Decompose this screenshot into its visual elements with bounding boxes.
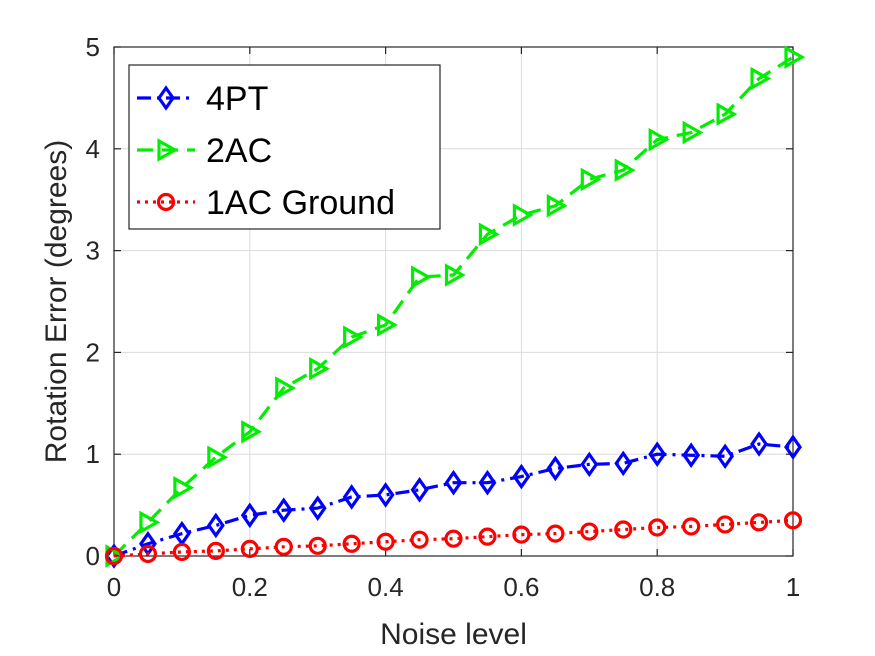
data-point [478, 222, 500, 247]
legend-marker [157, 85, 175, 111]
y-tick-label: 0 [86, 541, 100, 571]
legend-marker [157, 138, 179, 162]
y-tick-label: 4 [86, 134, 100, 164]
data-point [308, 495, 327, 521]
data-point [783, 511, 803, 530]
data-point [478, 469, 497, 496]
series-2ac [105, 45, 806, 568]
series-line [112, 55, 794, 558]
data-point [682, 442, 701, 469]
data-point [750, 431, 769, 457]
data-point [512, 525, 531, 544]
data-point [206, 512, 225, 539]
legend-item: 1AC Ground [137, 184, 395, 222]
data-point [580, 522, 599, 541]
legend-item: 4PT [137, 80, 268, 118]
data-point [240, 502, 259, 529]
data-point [614, 520, 633, 539]
y-tick-label: 2 [86, 337, 100, 367]
legend: 4PT 2AC 1AC Ground [128, 64, 441, 230]
data-point [173, 476, 195, 500]
x-tick-label: 0.6 [503, 572, 539, 602]
data-point [784, 434, 802, 460]
data-point [309, 356, 330, 381]
data-point [275, 376, 297, 400]
series-line [113, 442, 794, 558]
data-point [512, 203, 534, 227]
data-point [648, 127, 670, 152]
data-point [682, 517, 701, 536]
data-point [207, 445, 229, 469]
legend-label: 1AC Ground [206, 184, 395, 222]
data-point [614, 158, 636, 182]
data-point [512, 463, 531, 490]
data-point [614, 450, 633, 477]
legend-box [128, 64, 441, 230]
data-point [410, 265, 432, 289]
data-point [308, 536, 327, 555]
data-point [104, 546, 124, 566]
data-point [139, 510, 161, 535]
data-point [648, 518, 667, 537]
data-point [376, 482, 395, 508]
data-point [546, 455, 565, 482]
data-point [715, 515, 735, 534]
data-point [410, 477, 429, 503]
data-point [240, 539, 259, 558]
data-point [478, 527, 497, 546]
y-tick-label: 1 [86, 439, 100, 469]
data-point [274, 497, 293, 523]
legend-label: 2AC [206, 132, 272, 170]
data-point [784, 45, 806, 69]
data-point [138, 544, 158, 564]
data-point [749, 513, 769, 532]
data-point [410, 530, 429, 549]
axes-box [113, 46, 794, 557]
data-point [648, 441, 667, 467]
data-point [172, 542, 191, 562]
data-point [241, 420, 263, 444]
data-point [546, 194, 568, 218]
legend-marker [156, 192, 176, 212]
series-4pt [105, 431, 802, 569]
y-tick-label: 3 [86, 236, 100, 266]
legend-item: 2AC [137, 132, 272, 170]
x-tick-label: 1 [786, 572, 800, 602]
data-point [206, 541, 225, 561]
series-group [104, 45, 806, 569]
y-axis-title: Rotation Error (degrees) [40, 140, 73, 463]
x-tick-label: 0.2 [232, 572, 268, 602]
legend-label: 4PT [206, 80, 268, 118]
data-point [342, 534, 361, 553]
data-point [343, 325, 364, 349]
data-point [444, 469, 463, 496]
data-point [716, 102, 738, 126]
data-point [444, 529, 463, 548]
data-point [580, 167, 602, 192]
data-point [444, 263, 466, 287]
series-1ac-ground [104, 511, 803, 566]
data-point [376, 532, 395, 551]
data-point [716, 443, 735, 470]
data-point [682, 120, 704, 145]
data-point [342, 484, 361, 510]
x-tick-label: 0.8 [639, 572, 675, 602]
data-point [546, 524, 565, 543]
data-point [274, 537, 293, 556]
x-tick-label: 0.4 [368, 572, 404, 602]
x-tick-label: 0 [107, 572, 121, 602]
y-axis-ticks: 0 1 2 3 4 5 [86, 32, 793, 571]
series-line [113, 518, 794, 558]
x-axis-title: Noise level [380, 618, 527, 651]
y-tick-label: 5 [86, 32, 100, 62]
data-point [377, 313, 398, 337]
data-point [580, 451, 599, 478]
data-point [750, 66, 772, 91]
